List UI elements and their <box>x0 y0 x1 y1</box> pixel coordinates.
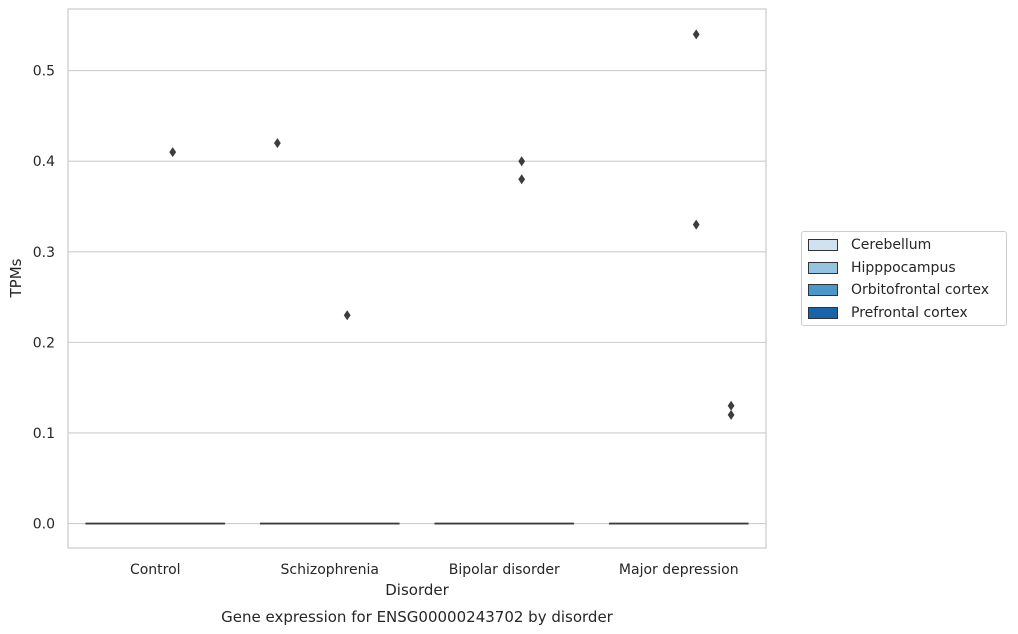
chart-title: Gene expression for ENSG00000243702 by d… <box>221 608 614 626</box>
legend-swatch <box>808 307 838 319</box>
outlier-point <box>692 219 700 230</box>
y-tick-label: 0.5 <box>33 64 55 80</box>
outlier-point <box>727 409 735 420</box>
y-axis-label: TPMs <box>7 258 25 298</box>
x-tick-labels: Control Schizophrenia Bipolar disorder Majo… <box>130 562 739 578</box>
outlier-point <box>274 138 281 149</box>
outlier-point <box>343 310 351 321</box>
legend-item-cerebellum: Cerebellum <box>808 236 931 254</box>
legend-item-prefrontal-cortex: Prefrontal cortex <box>808 304 968 322</box>
legend-item-orbitofrontal-cortex: Orbitofrontal cortex <box>808 281 989 299</box>
x-tick-label: Control <box>130 562 181 578</box>
legend-label: Prefrontal cortex <box>851 305 968 321</box>
y-tick-label: 0.0 <box>33 517 55 533</box>
legend-label: Cerebellum <box>851 237 932 253</box>
outlier-point <box>727 400 735 411</box>
legend: Cerebellum Hipppocampus Orbitofrontal co… <box>801 231 1007 326</box>
legend-swatch <box>808 284 838 296</box>
plot-area-frame <box>67 8 767 549</box>
legend-swatch <box>808 239 838 251</box>
gridlines <box>68 70 766 525</box>
outlier-point <box>518 156 526 167</box>
outliers <box>169 29 735 420</box>
y-tick-label: 0.3 <box>33 245 55 261</box>
x-tick-label: Major depression <box>619 562 739 578</box>
y-tick-label: 0.4 <box>33 154 55 170</box>
legend-item-hippocampus: Hipppocampus <box>808 259 956 277</box>
x-axis-label: Disorder <box>385 581 449 599</box>
x-tick-label: Schizophrenia <box>281 562 379 578</box>
outlier-point <box>169 147 177 158</box>
legend-label: Hipppocampus <box>851 260 956 276</box>
legend-swatch <box>808 262 838 274</box>
y-tick-labels: 0.0 0.1 0.2 0.3 0.4 0.5 <box>33 64 55 533</box>
y-tick-label: 0.1 <box>33 426 55 442</box>
legend-label: Orbitofrontal cortex <box>851 282 989 298</box>
x-tick-label: Bipolar disorder <box>449 562 560 578</box>
outlier-point <box>692 29 700 40</box>
outlier-point <box>518 174 526 185</box>
y-tick-label: 0.2 <box>33 335 55 351</box>
